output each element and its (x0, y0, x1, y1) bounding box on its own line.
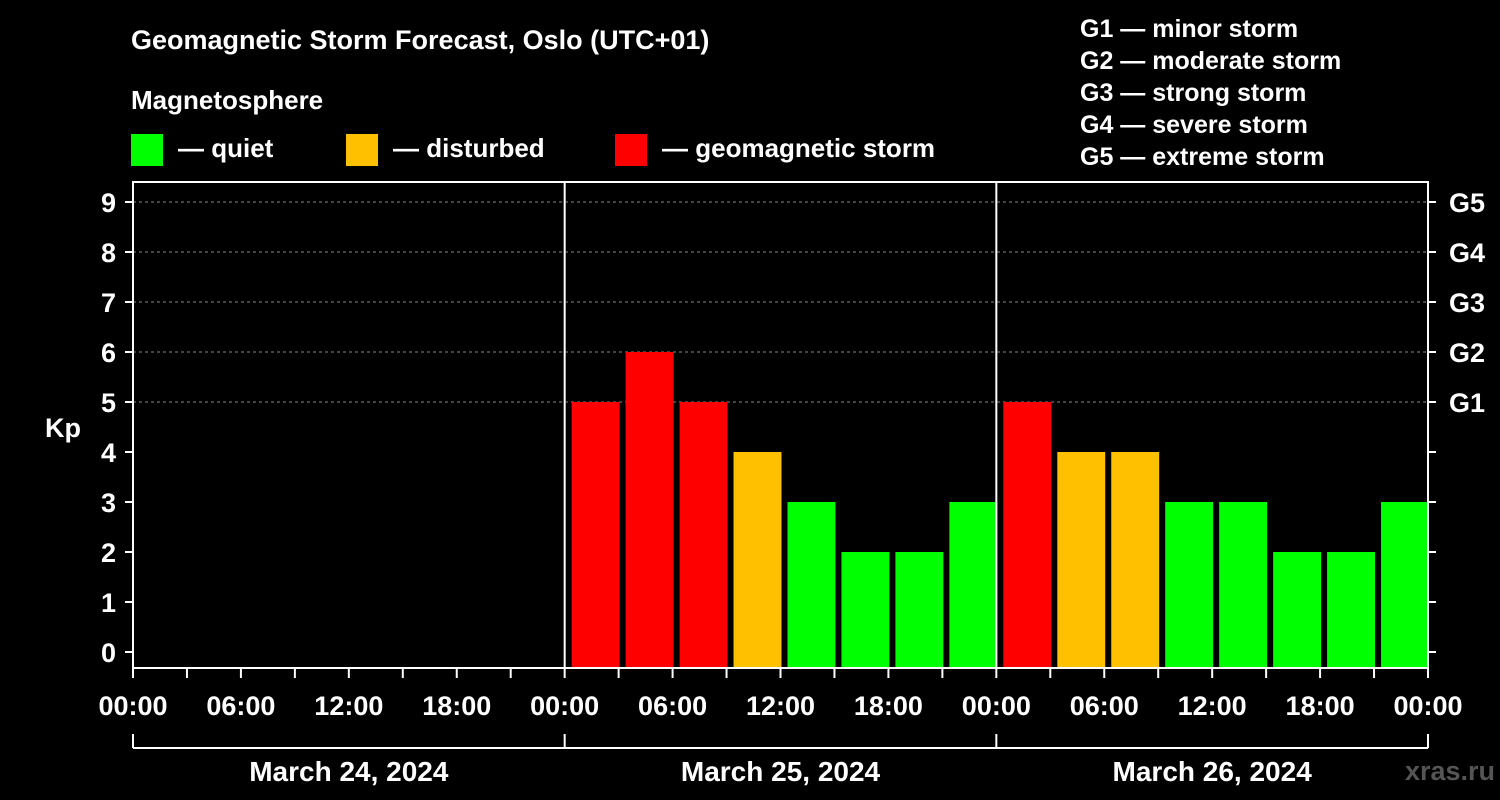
kp-bar (895, 552, 944, 668)
g-level-label: G3 (1449, 288, 1485, 318)
g-level-label: G2 (1449, 338, 1485, 368)
x-tick-label: 12:00 (314, 691, 383, 721)
kp-bar (733, 452, 782, 668)
legend-swatch (346, 134, 378, 166)
y-tick-label: 0 (101, 638, 116, 668)
y-axis-label: Kp (45, 413, 81, 443)
watermark: xras.ru (1405, 756, 1495, 786)
day-label: March 26, 2024 (1113, 756, 1313, 787)
kp-bar (1219, 502, 1268, 668)
storm-scale-item: G3 — strong storm (1080, 79, 1306, 107)
grid-lines (133, 201, 1428, 403)
legend-swatch (131, 134, 163, 166)
kp-bar (571, 402, 620, 668)
kp-bar (1003, 402, 1052, 668)
x-tick-label: 00:00 (1393, 691, 1462, 721)
x-tick-label: 06:00 (206, 691, 275, 721)
y-tick-label: 1 (101, 588, 116, 618)
x-tick-label: 12:00 (746, 691, 815, 721)
kp-bar (1381, 502, 1429, 668)
day-label: March 24, 2024 (249, 756, 449, 787)
x-tick-label: 00:00 (530, 691, 599, 721)
right-axis-ticks: G1 G2 G3 G4 G5 (1428, 188, 1485, 653)
kp-bar (1327, 552, 1376, 668)
x-tick-label: 06:00 (1070, 691, 1139, 721)
x-tick-label: 18:00 (854, 691, 923, 721)
x-tick-label: 12:00 (1178, 691, 1247, 721)
kp-bar (841, 552, 890, 668)
kp-bar (1111, 452, 1160, 668)
y-tick-label: 8 (101, 238, 116, 268)
storm-scale-item: G5 — extreme storm (1080, 143, 1325, 171)
x-tick-label: 18:00 (422, 691, 491, 721)
storm-scale-item: G1 — minor storm (1080, 15, 1298, 43)
y-tick-label: 4 (101, 438, 116, 468)
legend-swatch (615, 134, 647, 166)
day-labels: March 24, 2024 March 25, 2024 March 26, 20… (132, 734, 1429, 787)
g-level-label: G5 (1449, 188, 1485, 218)
storm-scale-item: G2 — moderate storm (1080, 47, 1341, 75)
y-axis-ticks: 0 1 2 3 4 5 6 7 8 9 (101, 188, 133, 668)
x-tick-label: 18:00 (1286, 691, 1355, 721)
legend-label: — quiet (178, 133, 274, 163)
legend-label: — geomagnetic storm (662, 133, 935, 163)
kp-bar (949, 502, 998, 668)
kp-bar (1057, 452, 1106, 668)
day-label: March 25, 2024 (681, 756, 881, 787)
storm-scale-item: G4 — severe storm (1080, 111, 1308, 139)
g-level-label: G1 (1449, 388, 1485, 418)
x-tick-label: 00:00 (962, 691, 1031, 721)
bars (571, 352, 1429, 668)
x-tick-label: 06:00 (638, 691, 707, 721)
legend: — quiet — disturbed — geomagnetic storm (131, 133, 935, 166)
legend-label: — disturbed (393, 133, 545, 163)
kp-bar (1273, 552, 1322, 668)
y-tick-label: 2 (101, 538, 116, 568)
kp-bar (625, 352, 674, 668)
chart-title: Geomagnetic Storm Forecast, Oslo (UTC+01… (131, 25, 709, 55)
kp-bar (679, 402, 728, 668)
y-tick-label: 9 (101, 188, 116, 218)
storm-scale-list: G1 — minor storm G2 — moderate storm G3 — … (1080, 15, 1341, 171)
legend-title: Magnetosphere (131, 85, 323, 115)
y-tick-label: 3 (101, 488, 116, 518)
y-tick-label: 6 (101, 338, 116, 368)
x-tick-label: 00:00 (98, 691, 167, 721)
kp-bar (787, 502, 836, 668)
kp-bar (1165, 502, 1214, 668)
y-tick-label: 5 (101, 388, 116, 418)
x-axis-ticks: 00:00 06:00 12:00 18:00 00:00 06:00 12:00 18:00… (98, 668, 1463, 721)
g-level-label: G4 (1449, 238, 1485, 268)
y-tick-label: 7 (101, 288, 116, 318)
